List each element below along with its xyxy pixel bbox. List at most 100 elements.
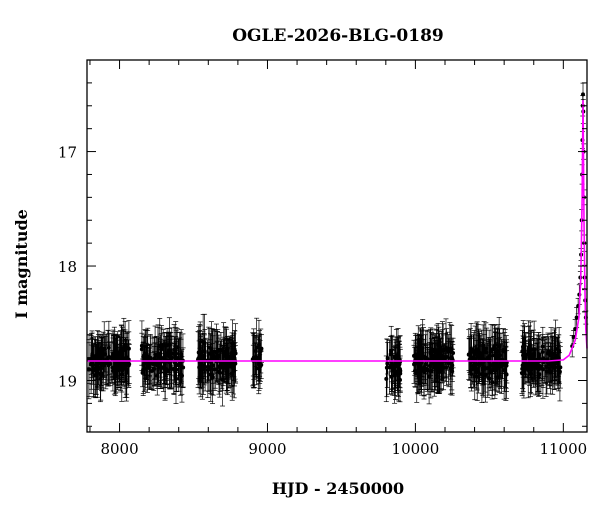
data-point [251,335,257,380]
data-point [384,338,390,398]
point-marker [548,351,553,356]
point-marker [225,361,230,366]
data-point [257,350,263,382]
data-point [500,328,506,372]
data-point [208,321,214,376]
point-marker [198,349,203,354]
data-point [428,344,434,399]
data-point [95,346,101,389]
point-marker [211,363,216,368]
point-marker [224,369,229,374]
data-point [147,343,153,373]
point-marker [490,347,495,352]
point-marker [179,354,184,359]
data-point [102,335,108,373]
data-point [116,344,122,388]
point-marker [479,372,484,377]
y-tick-label: 17 [58,144,77,162]
point-marker [90,353,95,358]
data-point [483,322,489,382]
x-tick-label: 8000 [100,440,138,458]
point-marker [173,363,178,368]
point-marker [492,366,497,371]
point-marker [497,344,502,349]
point-marker [166,351,171,356]
data-point [122,340,128,388]
data-point [146,348,152,388]
point-marker [472,374,477,379]
data-point [139,320,145,372]
point-marker [436,362,441,367]
point-marker [489,369,494,374]
point-marker [581,92,586,97]
point-marker [148,355,153,360]
point-marker [483,350,488,355]
axis-ticks-layer: 8000 9000 10000 11000 17 18 19 [58,59,587,458]
data-point [225,342,231,384]
x-tick-label: 9000 [248,440,286,458]
point-marker [434,356,439,361]
model-curve-layer [87,100,588,362]
point-marker [210,353,215,358]
point-marker [143,355,148,360]
point-marker [121,356,126,361]
point-marker [393,371,398,376]
data-point [233,323,239,384]
x-axis-label: HJD - 2450000 [272,479,404,498]
data-point [556,352,562,385]
data-point [397,346,403,392]
data-point [210,330,216,380]
point-marker [224,366,229,371]
point-marker [206,351,211,356]
point-marker [522,366,527,371]
point-marker [139,343,144,348]
data-point [166,335,172,371]
data-point [178,329,184,384]
data-point [490,324,496,375]
point-marker [232,356,237,361]
data-point [105,329,111,386]
point-marker [164,353,169,358]
data-point [571,330,577,344]
point-marker [557,366,562,371]
point-marker [220,377,225,382]
plot-frame [86,59,588,433]
data-point [445,331,451,371]
data-point [114,335,120,379]
data-point [449,341,455,396]
point-marker [540,367,545,372]
data-point [425,346,431,395]
data-point [548,333,554,375]
chart-title: OGLE-2026-BLG-0189 [232,26,444,46]
point-marker [105,355,110,360]
point-marker [203,364,208,369]
data-point [143,329,149,385]
data-point [466,329,472,380]
data-point [411,344,417,384]
point-marker [445,349,450,354]
data-point [434,329,440,388]
data-point [469,336,475,379]
data-point [140,358,146,388]
point-marker [394,353,399,358]
point-marker [385,361,390,366]
point-marker [425,368,430,373]
data-point [202,342,208,392]
point-marker [258,364,263,369]
data-point [540,340,546,399]
data-point [218,331,224,370]
data-point [420,324,426,384]
data-point [475,339,481,373]
point-marker [209,346,214,351]
data-point [196,340,202,395]
point-marker [423,362,428,367]
point-marker [416,352,421,357]
data-point [543,336,549,397]
data-point [438,351,444,390]
data-point [479,345,485,403]
point-marker [428,369,433,374]
point-marker [216,369,221,374]
point-marker [544,364,549,369]
x-tick-label: 10000 [392,440,440,458]
data-point [90,336,96,374]
